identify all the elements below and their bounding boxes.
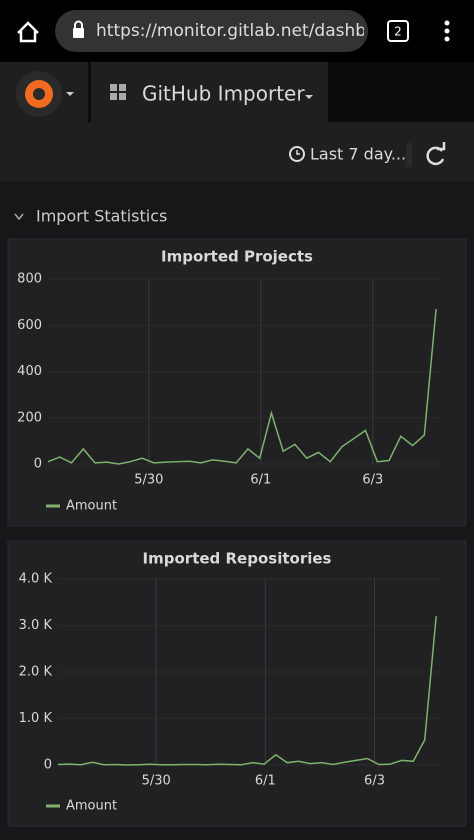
y-tick-label: 3.0 K <box>19 618 53 633</box>
x-tick-label: 6/3 <box>364 774 385 789</box>
clock-hands <box>296 150 300 155</box>
lock-shackle <box>74 20 83 28</box>
panel-title: Imported Repositories <box>143 550 332 568</box>
series-line <box>47 308 437 465</box>
x-tick-label: 6/1 <box>255 774 276 789</box>
series-line <box>57 616 437 766</box>
dashboard-icon <box>110 84 126 100</box>
logo-center <box>33 88 45 100</box>
dashboard-title: GitHub Importer <box>142 82 305 106</box>
panel <box>7 540 467 827</box>
y-tick-label: 600 <box>17 318 42 333</box>
y-tick-label: 400 <box>17 364 42 379</box>
divider <box>406 143 412 167</box>
caret <box>305 95 313 99</box>
y-tick-label: 800 <box>17 272 42 287</box>
legend-label: Amount <box>66 499 117 514</box>
y-tick-label: 0 <box>44 758 52 773</box>
lock-icon <box>73 28 84 38</box>
clock-icon <box>289 146 305 162</box>
y-tick-label: 0 <box>34 457 42 472</box>
toolbar <box>0 122 474 182</box>
row-title[interactable]: Import Statistics <box>36 207 167 226</box>
panel <box>7 238 467 527</box>
url-bar[interactable] <box>55 10 368 52</box>
y-tick-label: 2.0 K <box>19 665 53 680</box>
refresh-arrow <box>437 142 446 151</box>
home-icon[interactable] <box>17 21 39 43</box>
panel-title: Imported Projects <box>161 248 313 266</box>
y-tick-label: 4.0 K <box>19 572 53 587</box>
tab-count: 2 <box>394 25 402 39</box>
y-tick-label: 200 <box>17 410 42 425</box>
tab-switcher[interactable] <box>387 20 409 42</box>
legend-label: Amount <box>66 799 117 814</box>
url: https://monitor.gitlab.net/dashboar <box>96 21 394 41</box>
row-chevron[interactable] <box>14 213 24 221</box>
y-tick-label: 1.0 K <box>19 711 53 726</box>
dashboard-picker[interactable] <box>91 62 328 122</box>
x-tick-label: 6/3 <box>362 473 383 488</box>
caret <box>66 92 74 96</box>
url-clip: https://monitor.gitlab.net/dashboar <box>96 21 394 41</box>
menu-icon[interactable] <box>444 20 450 42</box>
time-range[interactable]: Last 7 day... <box>310 145 406 164</box>
x-tick-label: 6/1 <box>250 473 271 488</box>
x-tick-label: 5/30 <box>142 774 171 789</box>
x-tick-label: 5/30 <box>134 473 163 488</box>
